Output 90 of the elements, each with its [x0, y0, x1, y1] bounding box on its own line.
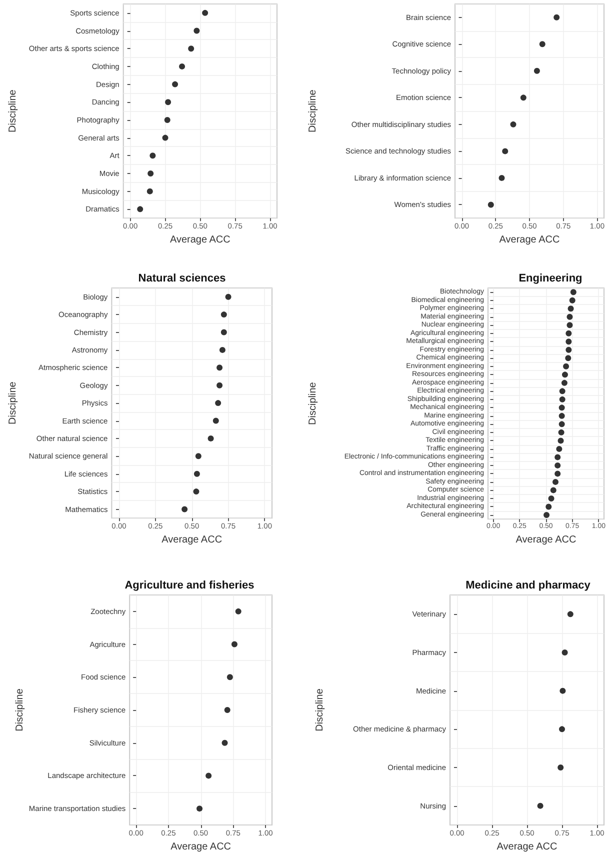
y-axis-title: Discipline — [8, 89, 18, 132]
point — [220, 312, 227, 318]
point — [226, 674, 233, 680]
point — [560, 688, 566, 694]
chart-title: Agriculture and fisheries — [124, 580, 254, 592]
x-axis-title: Average ACC — [162, 534, 222, 546]
point — [566, 314, 573, 320]
x-axis-title: Average ACC — [170, 234, 230, 246]
point — [566, 346, 572, 353]
point — [202, 10, 208, 16]
point — [562, 372, 568, 378]
y-axis-title: Discipline — [308, 382, 318, 425]
point — [137, 206, 144, 212]
point — [206, 772, 212, 779]
point — [554, 462, 561, 468]
point — [194, 470, 200, 477]
point — [520, 94, 526, 101]
point — [510, 121, 516, 128]
point — [196, 806, 203, 812]
point — [188, 46, 194, 52]
point — [208, 435, 214, 442]
point — [562, 650, 568, 656]
point — [566, 338, 572, 345]
point — [172, 81, 178, 88]
y-axis-title: Discipline — [314, 688, 326, 732]
point — [559, 396, 566, 402]
point — [502, 148, 508, 154]
point — [558, 429, 564, 436]
point — [146, 188, 153, 194]
point — [193, 488, 200, 495]
point — [566, 322, 573, 328]
point — [556, 446, 562, 452]
point — [554, 454, 561, 460]
point — [225, 294, 232, 300]
chart-title: Engineering — [518, 272, 582, 284]
point — [544, 512, 550, 518]
point — [534, 68, 540, 74]
point — [552, 478, 558, 485]
point — [566, 330, 572, 336]
x-axis-title: Average ACC — [170, 841, 232, 852]
point — [235, 608, 242, 614]
x-axis-title: Average ACC — [496, 841, 558, 852]
x-axis-title: Average ACC — [516, 534, 576, 546]
point — [565, 355, 572, 362]
point — [537, 802, 544, 809]
point — [559, 388, 566, 394]
point — [550, 487, 556, 494]
point — [548, 495, 554, 502]
y-axis-title: Discipline — [14, 688, 26, 732]
point — [498, 174, 505, 181]
chart-title: Natural sciences — [138, 272, 226, 284]
point — [563, 363, 570, 370]
point — [559, 726, 565, 732]
point — [150, 152, 156, 159]
point — [179, 63, 186, 70]
point — [148, 170, 154, 176]
point — [561, 380, 568, 386]
point — [224, 707, 230, 713]
point — [558, 404, 565, 411]
point — [488, 202, 494, 208]
point — [558, 421, 565, 428]
point — [558, 438, 564, 444]
point — [164, 116, 170, 123]
point — [182, 506, 188, 512]
point — [231, 641, 238, 648]
point — [212, 418, 219, 424]
point — [558, 412, 565, 419]
y-axis-title: Discipline — [8, 381, 18, 424]
point — [220, 329, 227, 336]
point — [554, 470, 561, 477]
point — [219, 346, 226, 353]
x-axis-title: Average ACC — [499, 234, 560, 246]
point — [216, 382, 223, 388]
chart-title: Medicine and pharmacy — [466, 580, 592, 592]
point — [558, 764, 564, 770]
point — [568, 306, 574, 312]
point — [194, 28, 200, 34]
point — [567, 611, 574, 618]
point — [215, 400, 222, 406]
point — [222, 740, 228, 746]
y-axis-title: Discipline — [308, 89, 318, 132]
point — [165, 99, 172, 106]
point — [216, 364, 223, 371]
point — [569, 297, 576, 304]
point — [554, 14, 560, 20]
point — [162, 134, 168, 141]
point — [539, 41, 546, 48]
point — [570, 289, 576, 296]
point — [546, 504, 552, 510]
point — [195, 453, 202, 460]
